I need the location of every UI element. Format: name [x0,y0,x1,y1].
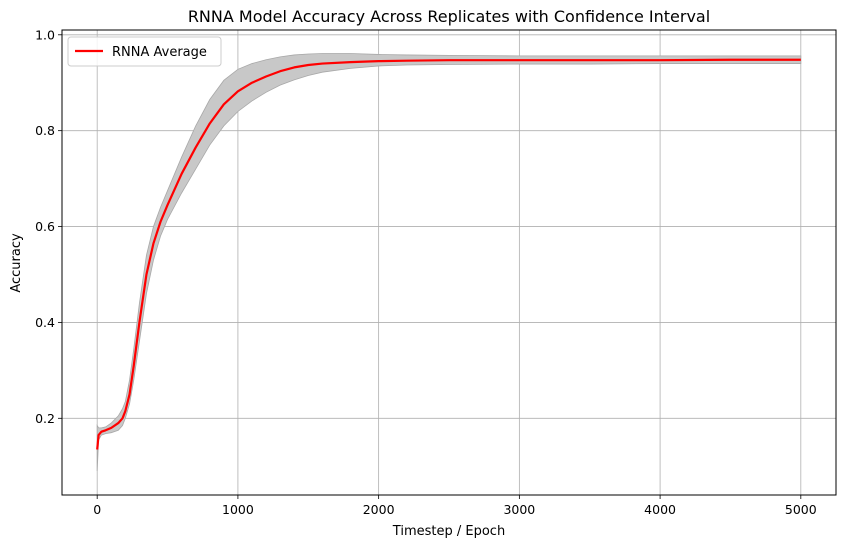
y-axis-title: Accuracy [9,233,24,293]
legend: RNNA Average [67,36,222,67]
x-tick-label: 0 [93,502,101,517]
y-tick-label: 1.0 [35,27,55,42]
y-tick-label: 0.6 [35,219,55,234]
x-tick-label: 2000 [363,502,395,517]
x-tick-label: 5000 [785,502,817,517]
y-tick-label: 0.8 [35,123,55,138]
y-axis-ticks: 0.2 0.4 0.6 0.8 1.0 [35,27,62,426]
plot-frame [61,29,837,496]
legend-box [67,36,222,67]
confidence-band-layer [96,53,802,472]
y-tick-label: 0.2 [35,411,55,426]
x-tick-label: 1000 [222,502,254,517]
legend-label: RNNA Average [112,45,207,60]
confidence-band [96,53,802,472]
x-tick-label: 3000 [503,502,535,517]
grid [62,30,836,495]
average-line-layer [96,58,801,450]
chart-title: RNNA Model Accuracy Across Replicates wi… [188,7,710,26]
x-axis-title: Timestep / Epoch [392,524,505,539]
x-axis-ticks: 0 1000 2000 3000 4000 5000 [93,495,817,517]
average-line [96,58,801,450]
y-tick-label: 0.4 [35,315,55,330]
x-tick-label: 4000 [644,502,676,517]
